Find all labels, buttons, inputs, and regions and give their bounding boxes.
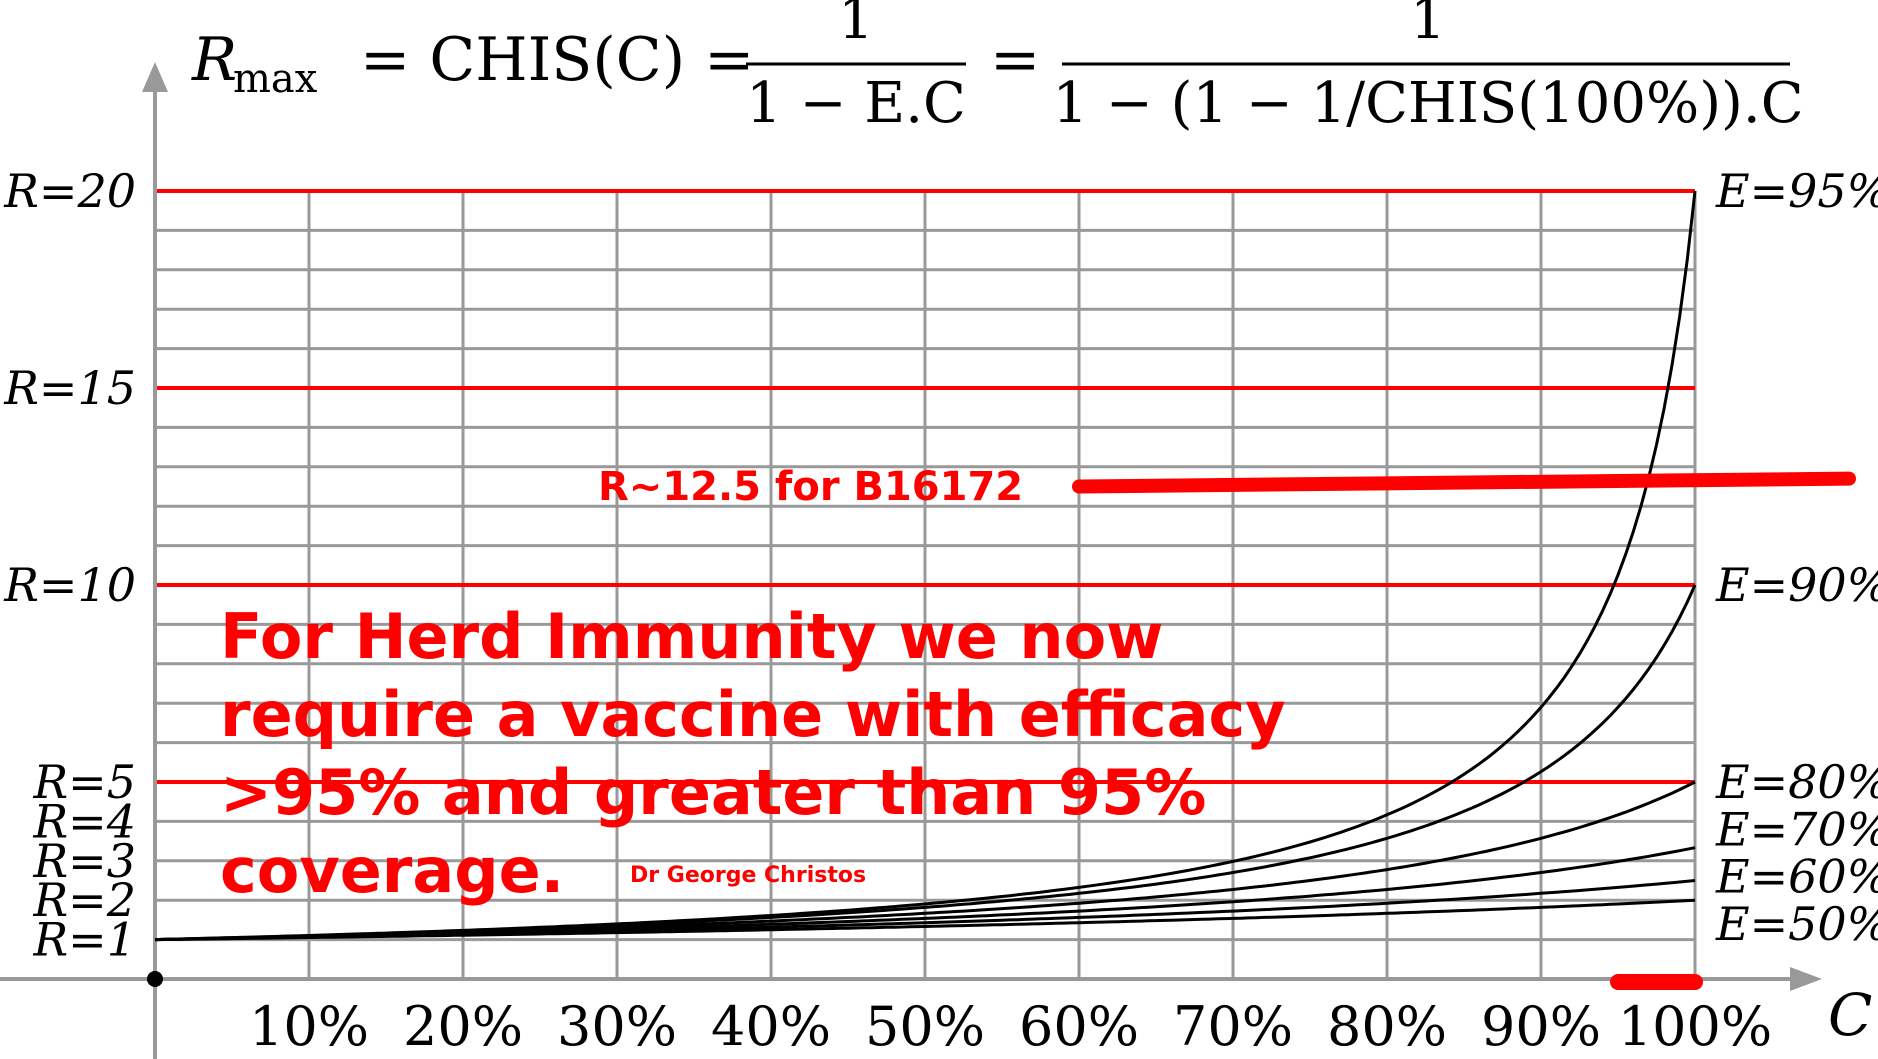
y-tick-label-r20: R=20 [3,164,136,218]
y-tick-label-r15: R=15 [3,361,136,415]
x-axis-label: C [1828,981,1872,1049]
y-tick-label-r4: R=4 [33,794,136,848]
annotations: R~12.5 for B16172 For Herd Immunity we n… [220,464,1856,990]
axes [0,62,1822,1059]
herd-text-line-3: >95% and greater than 95% [220,756,1206,829]
x-tick-label-90: 90% [1481,995,1601,1058]
formula-frac1-denominator: 1 − E.C [746,71,966,136]
formula-chis: = CHIS(C) = [360,25,754,95]
x-tick-label-50: 50% [865,995,985,1058]
series-label-80: E=80% [1715,755,1878,809]
herd-text-line-2: require a vaccine with efficacy [220,678,1286,751]
y-tick-labels: R=20 R=15 R=10 R=5R=4R=3R=2R=1 [3,164,136,967]
author-credit: Dr George Christos [630,863,866,888]
x-tick-label-60: 60% [1019,995,1139,1058]
formula: R max = CHIS(C) = 1 1 − E.C = 1 1 − (1 −… [191,0,1804,136]
x-tick-label-100: 100% [1618,995,1772,1058]
x-tick-label-80: 80% [1327,995,1447,1058]
formula-frac2-numerator: 1 [1410,0,1446,52]
red-reference-lines [155,189,1695,784]
y-tick-label-r2: R=2 [33,873,136,927]
x-tick-label-10: 10% [249,995,369,1058]
x-tick-label-70: 70% [1173,995,1293,1058]
origin-dot [147,971,163,987]
series-label-60: E=60% [1715,850,1878,904]
series-curves [154,190,1697,942]
formula-frac2-denominator: 1 − (1 − 1/CHIS(100%)).C [1052,71,1803,136]
b16172-label: R~12.5 for B16172 [598,464,1023,510]
x-tick-label-30: 30% [557,995,677,1058]
series-label-70: E=70% [1715,802,1878,856]
formula-eq2: = [990,25,1040,95]
series-label-90: E=90% [1715,558,1878,612]
y-tick-label-r3: R=3 [33,834,136,888]
x-axis-arrow [1790,967,1822,991]
herd-text-line-1: For Herd Immunity we now [220,600,1163,673]
x-tick-label-20: 20% [403,995,523,1058]
series-label-50: E=50% [1715,897,1878,951]
x-tick-labels: 10% 20% 30% 40% 50% 60% 70% 80% 90% 100% [249,995,1772,1058]
y-tick-label-r1: R=1 [33,913,136,967]
formula-lhs-subscript: max [233,56,318,102]
y-tick-label-r5: R=5 [33,755,136,809]
series-line-e50 [154,898,1696,942]
b16172-reference-line [1072,471,1856,494]
formula-frac1-numerator: 1 [838,0,874,52]
series-labels: E=95% E=90% E=80%E=70%E=60%E=50% [1715,164,1878,951]
y-tick-label-r10: R=10 [3,558,136,612]
formula-lhs: R [191,25,237,95]
x-tick-label-40: 40% [711,995,831,1058]
series-label-95: E=95% [1715,164,1878,218]
y-axis-arrow [142,62,168,92]
herd-text-line-4: coverage. [220,834,564,907]
